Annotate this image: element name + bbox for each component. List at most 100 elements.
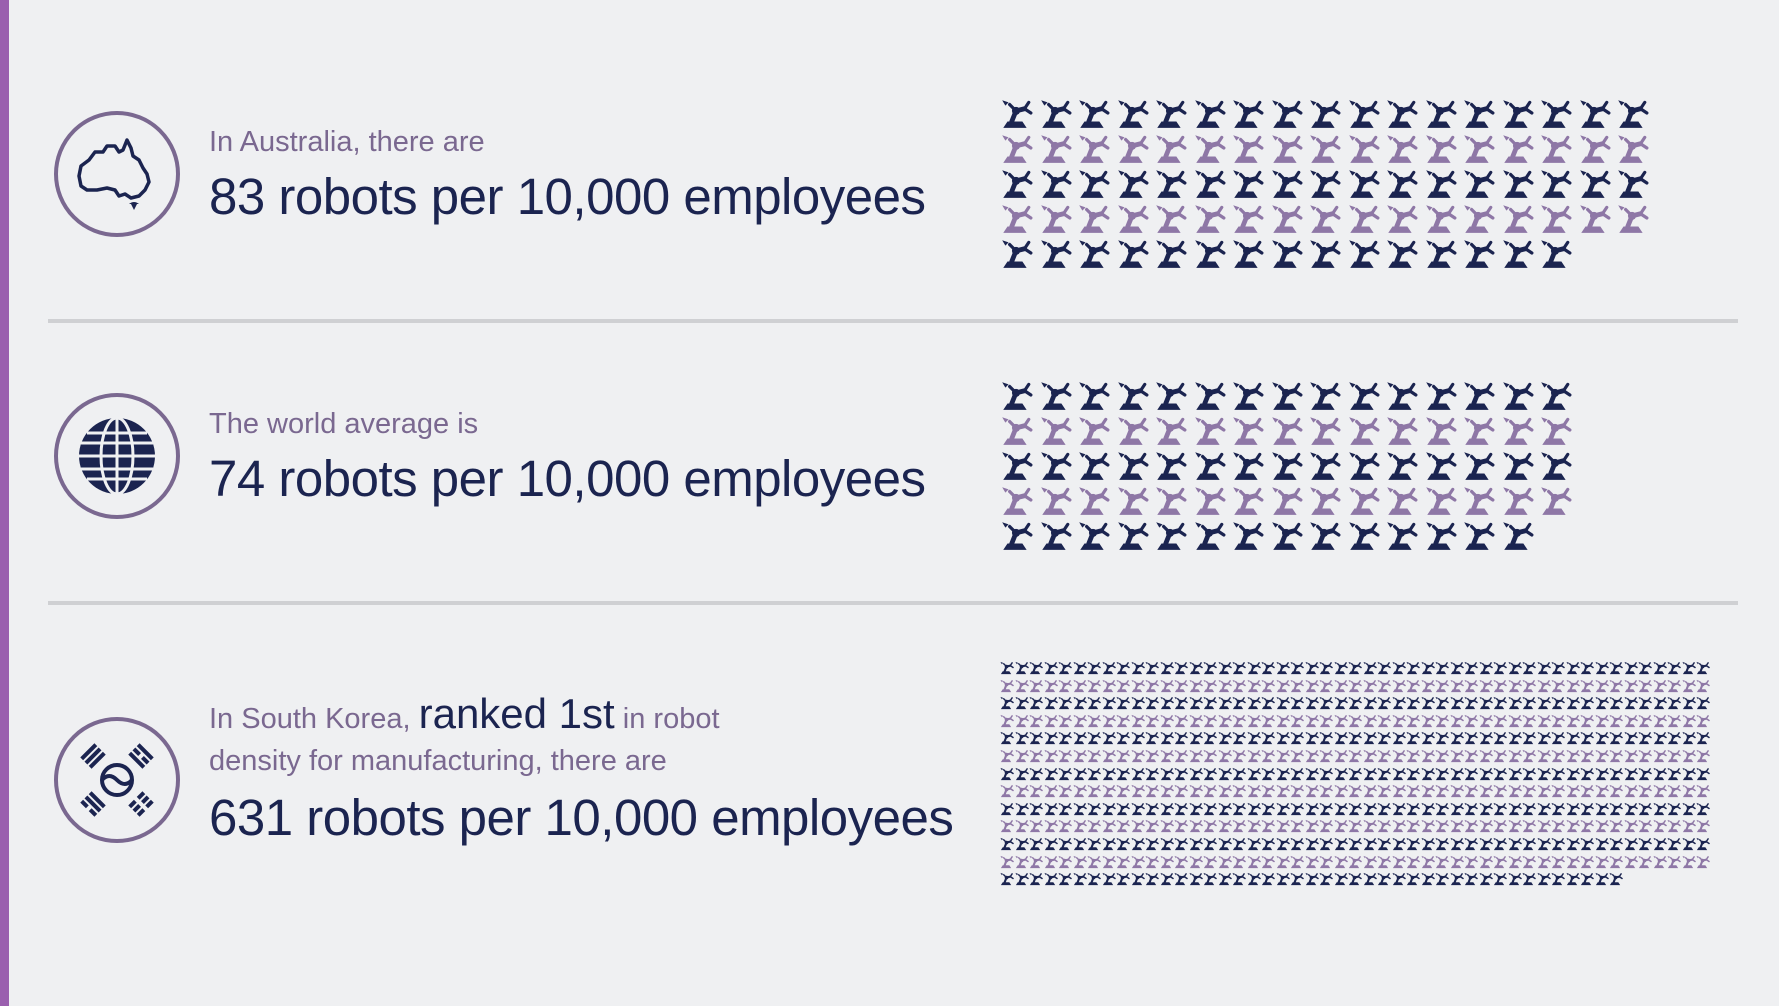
robot-arm-icon	[1346, 483, 1385, 518]
robot-arm-icon	[1289, 678, 1304, 696]
robot-arm-icon	[1550, 854, 1565, 872]
robot-arm-icon	[1275, 748, 1290, 766]
robot-arm-icon	[1333, 783, 1348, 801]
robot-arm-icon	[1246, 783, 1261, 801]
robot-arm-icon	[1550, 730, 1565, 748]
robot-arm-icon	[1623, 748, 1638, 766]
robot-arm-icon	[1507, 660, 1522, 678]
robot-arm-icon	[1028, 730, 1043, 748]
robot-arm-icon	[1579, 836, 1594, 854]
robot-arm-icon	[1666, 730, 1681, 748]
robot-arm-icon	[1038, 166, 1077, 201]
robot-arm-icon	[1173, 871, 1188, 889]
robot-arm-icon	[1594, 818, 1609, 836]
robot-arm-icon	[1623, 730, 1638, 748]
robot-arm-icon	[1014, 801, 1029, 819]
robot-arm-icon	[1420, 695, 1435, 713]
robot-arm-icon	[1550, 748, 1565, 766]
robot-arm-icon	[1260, 730, 1275, 748]
robot-arm-icon	[1521, 871, 1536, 889]
robot-arm-icon	[1666, 766, 1681, 784]
robot-arm-icon	[1434, 660, 1449, 678]
robot-arm-icon	[1173, 801, 1188, 819]
robot-arm-icon	[1579, 766, 1594, 784]
robot-arm-icon	[1275, 695, 1290, 713]
robot-arm-icon	[1086, 730, 1101, 748]
robot-arm-icon	[1230, 96, 1269, 131]
robot-arm-icon	[1307, 96, 1346, 131]
robot-arm-icon	[1463, 730, 1478, 748]
robot-arm-icon	[1038, 378, 1077, 413]
robot-arm-icon	[1115, 518, 1154, 553]
robot-arm-icon	[1695, 854, 1710, 872]
robot-arm-icon	[1043, 801, 1058, 819]
robot-arm-icon	[1507, 871, 1522, 889]
robot-arm-icon	[1579, 854, 1594, 872]
robot-arm-icon	[1144, 801, 1159, 819]
robot-arm-icon	[1347, 678, 1362, 696]
robot-arm-icon	[1333, 678, 1348, 696]
robot-arm-icon	[1463, 766, 1478, 784]
robot-arm-icon	[1681, 730, 1696, 748]
robot-arm-icon	[1101, 801, 1116, 819]
robot-arm-icon	[1579, 713, 1594, 731]
robot-arm-icon	[1028, 678, 1043, 696]
robot-arm-icon	[1362, 748, 1377, 766]
robot-arm-icon	[1318, 818, 1333, 836]
robot-arm-icon	[1423, 131, 1462, 166]
robot-arm-icon	[1115, 783, 1130, 801]
south-korea-robot-grid	[999, 660, 1710, 889]
robot-arm-icon	[1130, 748, 1145, 766]
south-korea-intro-line1: In South Korea, ranked 1st in robot	[209, 693, 953, 737]
robot-arm-icon	[1188, 854, 1203, 872]
robot-arm-icon	[1461, 413, 1500, 448]
robot-arm-icon	[1492, 836, 1507, 854]
robot-arm-icon	[1579, 801, 1594, 819]
robot-arm-icon	[1449, 748, 1464, 766]
robot-arm-icon	[1038, 201, 1077, 236]
robot-arm-icon	[1608, 871, 1623, 889]
robot-arm-icon	[1550, 836, 1565, 854]
robot-arm-icon	[1579, 730, 1594, 748]
robot-arm-icon	[1304, 660, 1319, 678]
robot-arm-icon	[1461, 166, 1500, 201]
robot-arm-icon	[1188, 818, 1203, 836]
robot-arm-icon	[1536, 695, 1551, 713]
robot-arm-icon	[1101, 730, 1116, 748]
robot-arm-icon	[1565, 766, 1580, 784]
robot-arm-icon	[1130, 730, 1145, 748]
robot-arm-icon	[1405, 695, 1420, 713]
robot-arm-icon	[1072, 713, 1087, 731]
robot-arm-icon	[1376, 695, 1391, 713]
robot-arm-icon	[1072, 678, 1087, 696]
robot-arm-icon	[1652, 748, 1667, 766]
robot-arm-icon	[1565, 730, 1580, 748]
robot-arm-icon	[1500, 378, 1539, 413]
robot-arm-icon	[1260, 695, 1275, 713]
robot-arm-icon	[1057, 836, 1072, 854]
robot-arm-icon	[1347, 801, 1362, 819]
robot-arm-icon	[1405, 748, 1420, 766]
robot-arm-icon	[1608, 836, 1623, 854]
robot-arm-icon	[1420, 801, 1435, 819]
robot-arm-icon	[1346, 413, 1385, 448]
robot-arm-icon	[1376, 660, 1391, 678]
robot-arm-icon	[1637, 854, 1652, 872]
robot-arm-icon	[1076, 166, 1115, 201]
robot-arm-icon	[1318, 695, 1333, 713]
robot-arm-icon	[1028, 766, 1043, 784]
robot-arm-icon	[1492, 854, 1507, 872]
robot-arm-icon	[1681, 836, 1696, 854]
robot-arm-icon	[1202, 678, 1217, 696]
robot-arm-icon	[1217, 783, 1232, 801]
robot-arm-icon	[1188, 766, 1203, 784]
robot-arm-icon	[1038, 483, 1077, 518]
robot-arm-icon	[1608, 730, 1623, 748]
robot-arm-icon	[1594, 871, 1609, 889]
robot-arm-icon	[1623, 695, 1638, 713]
robot-arm-icon	[1695, 713, 1710, 731]
robot-arm-icon	[1072, 818, 1087, 836]
robot-arm-icon	[1423, 413, 1462, 448]
robot-arm-icon	[1231, 818, 1246, 836]
robot-arm-icon	[1192, 413, 1231, 448]
